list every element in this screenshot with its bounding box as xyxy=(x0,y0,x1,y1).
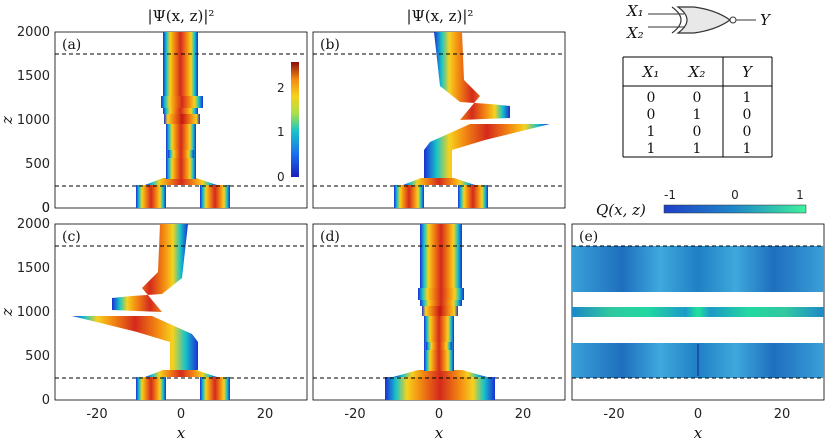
z-tick-1000-c: 1000 xyxy=(17,305,50,320)
gate-bubble xyxy=(729,16,737,24)
beam-upper-bulge xyxy=(418,288,464,300)
table-cell: 0 xyxy=(693,124,702,140)
column-title-2: |Ψ(x, z)|² xyxy=(407,7,474,25)
panel-label-b: (b) xyxy=(320,37,340,53)
x-tick-20-e: 20 xyxy=(774,407,791,422)
z-tick-0-a: 0 xyxy=(42,201,50,216)
x-tick-20-c: 20 xyxy=(257,407,274,422)
table-cell: 1 xyxy=(743,90,752,106)
x-axis-label-e: x xyxy=(694,424,703,442)
panel-a: (a) 0 1 2 0 500 1000 1500 2000 z |Ψ(x, z… xyxy=(0,7,308,216)
colorbar-q-group: -1 0 1 Q(x, z) xyxy=(596,188,807,219)
colorbar-psi-tick-2: 2 xyxy=(277,81,285,95)
colorbar-q xyxy=(663,204,807,214)
z-tick-1500-a: 1500 xyxy=(17,69,50,84)
table-header-x1: X₁ xyxy=(642,63,660,81)
colorbar-q-tick-1: 1 xyxy=(796,188,804,202)
beam-wide-input xyxy=(385,377,495,400)
table-cell: 0 xyxy=(647,107,656,123)
x-tick-0-d: 0 xyxy=(435,407,443,422)
colorbar-q-tick-neg1: -1 xyxy=(664,188,676,202)
beam-hot-spot xyxy=(422,306,458,316)
z-axis-label-bottom: z xyxy=(0,308,16,317)
beam-input-left xyxy=(136,185,166,208)
x-axis-label-c: x xyxy=(177,424,186,442)
x-tick-0-e: 0 xyxy=(694,407,702,422)
top-row-x-ticks: 0 xyxy=(42,201,50,216)
beam-deflected-right xyxy=(424,124,550,178)
table-cell: 0 xyxy=(647,90,656,106)
table-cell: 0 xyxy=(743,107,752,123)
z-tick-0-c: 0 xyxy=(42,393,50,408)
colorbar-psi-tick-1: 1 xyxy=(277,125,285,139)
x-tick-neg20-e: -20 xyxy=(603,407,624,422)
z-tick-0-top: 0 xyxy=(42,201,50,216)
colorbar-psi-tick-0: 0 xyxy=(277,170,285,184)
x-tick-20-d: 20 xyxy=(515,407,532,422)
xnor-gate: X₁ X₂ Y xyxy=(626,2,772,42)
panel-d-beams xyxy=(385,224,495,400)
colorbar-q-label: Q(x, z) xyxy=(596,201,646,219)
table-cell: 1 xyxy=(693,107,702,123)
column-title-1: |Ψ(x, z)|² xyxy=(148,7,215,25)
beam-merge xyxy=(145,178,217,185)
table-cell: 1 xyxy=(647,141,656,157)
gate-back-curve xyxy=(671,6,682,34)
table-header-y: Y xyxy=(742,63,754,81)
z-tick-2000-a: 2000 xyxy=(17,25,50,40)
beam-merge xyxy=(145,370,217,377)
beam-upper-bulge xyxy=(161,96,203,108)
beam-input-left xyxy=(394,185,424,208)
table-cell: 0 xyxy=(743,124,752,140)
q-band-green xyxy=(572,307,824,317)
colorbar-psi xyxy=(291,62,299,177)
panel-e: (e) -20 0 20 x xyxy=(571,223,825,442)
beam-merge xyxy=(403,178,475,185)
table-cell: 1 xyxy=(693,141,702,157)
gate-body xyxy=(676,6,732,34)
beam-input-left xyxy=(136,377,166,400)
z-tick-500-c: 500 xyxy=(25,349,50,364)
beam-hot-spot xyxy=(164,114,200,124)
panel-d: (d) -20 0 20 x xyxy=(312,223,566,442)
x-tick-neg20-d: -20 xyxy=(344,407,365,422)
table-header-x2: X₂ xyxy=(688,63,706,81)
x-axis-label-d: x xyxy=(435,424,444,442)
panel-label-e: (e) xyxy=(579,229,598,245)
beam-input-right xyxy=(200,185,230,208)
panel-b: (b) |Ψ(x, z)|² xyxy=(312,7,566,209)
table-cell: 1 xyxy=(743,141,752,157)
beam-input-right xyxy=(458,185,488,208)
panel-label-a: (a) xyxy=(62,37,81,53)
beam-input-right xyxy=(200,377,230,400)
panel-a-beams xyxy=(136,32,230,208)
gate-output-y: Y xyxy=(760,11,772,29)
gate-input-x2: X₂ xyxy=(626,24,644,42)
panel-label-d: (d) xyxy=(320,229,340,245)
z-tick-1000-a: 1000 xyxy=(17,113,50,128)
z-axis-label-top: z xyxy=(0,116,16,125)
beam-deflected-left xyxy=(72,316,198,370)
table-cell: 0 xyxy=(693,90,702,106)
z-tick-1500-c: 1500 xyxy=(17,261,50,276)
beam-lower-trunk-step xyxy=(168,150,194,158)
beam-lower-trunk-step xyxy=(426,342,452,350)
gate-input-x1: X₁ xyxy=(626,2,644,20)
q-band-upper xyxy=(572,246,824,292)
colorbar-q-tick-0: 0 xyxy=(731,188,739,202)
z-tick-2000-c: 2000 xyxy=(17,217,50,232)
panel-label-c: (c) xyxy=(62,229,81,245)
panel-c: (c) 0 500 1000 1500 2000 z -20 0 20 x xyxy=(0,217,308,442)
z-tick-500-a: 500 xyxy=(25,157,50,172)
x-tick-0-c: 0 xyxy=(177,407,185,422)
x-tick-neg20-c: -20 xyxy=(86,407,107,422)
truth-table: X₁ X₂ Y 0 0 1 0 1 0 1 0 0 1 1 1 xyxy=(622,56,773,158)
table-cell: 1 xyxy=(647,124,656,140)
beam-merge xyxy=(393,370,487,377)
